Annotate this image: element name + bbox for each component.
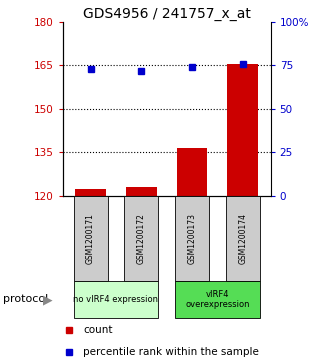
- Bar: [175, 281, 260, 318]
- Text: ▶: ▶: [43, 293, 53, 306]
- Text: percentile rank within the sample: percentile rank within the sample: [83, 347, 259, 357]
- Bar: [124, 196, 158, 281]
- Text: count: count: [83, 325, 113, 335]
- Bar: [226, 196, 260, 281]
- Bar: [74, 196, 108, 281]
- Bar: [227, 64, 258, 196]
- Bar: [175, 196, 209, 281]
- Text: no vIRF4 expression: no vIRF4 expression: [74, 295, 158, 304]
- Bar: [126, 187, 156, 196]
- Text: GSM1200174: GSM1200174: [238, 213, 247, 264]
- Text: vIRF4
overexpression: vIRF4 overexpression: [185, 290, 249, 309]
- Bar: [74, 281, 158, 318]
- Text: GSM1200171: GSM1200171: [86, 213, 95, 264]
- Text: GSM1200172: GSM1200172: [137, 213, 146, 264]
- Bar: [177, 148, 207, 196]
- Text: protocol: protocol: [3, 294, 49, 305]
- Title: GDS4956 / 241757_x_at: GDS4956 / 241757_x_at: [83, 7, 250, 21]
- Text: GSM1200173: GSM1200173: [187, 213, 196, 264]
- Bar: [75, 189, 106, 196]
